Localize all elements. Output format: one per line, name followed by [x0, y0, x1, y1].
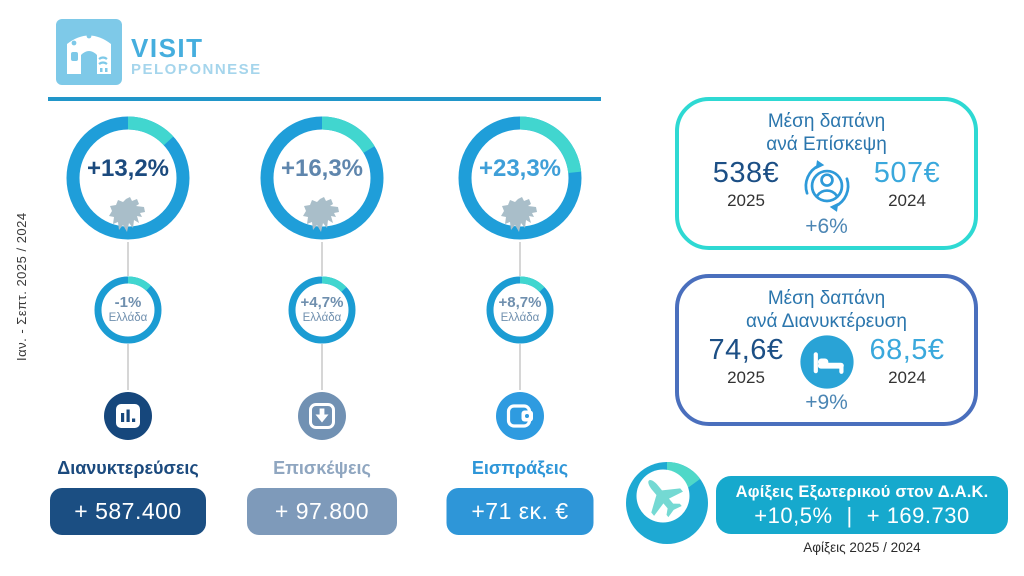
- header-divider: [48, 97, 601, 101]
- airplane-icon: [648, 480, 683, 518]
- current-year: 2025: [727, 368, 765, 387]
- previous-year: 2024: [888, 368, 926, 387]
- donut-chart: [260, 116, 384, 240]
- arrivals-title: Αφίξεις Εξωτερικού στον Δ.Α.Κ.: [735, 483, 989, 501]
- connector-line: [519, 242, 521, 276]
- kpi-column-nights: +13,2% -1% Ελλάδα Διανυκτερεύσεις + 587.…: [28, 116, 228, 546]
- arrivals-pie-chart: [626, 462, 708, 544]
- kpi-label: Διανυκτερεύσεις: [57, 458, 199, 478]
- current-year-value: 538€ 2025: [703, 157, 789, 215]
- change-percent: +9%: [805, 391, 848, 414]
- bed-icon: [797, 334, 857, 390]
- current-amount: 538€: [712, 157, 780, 189]
- brand-visit: VISIT: [131, 33, 204, 63]
- panel-title-line1: Μέση δαπάνη: [767, 111, 886, 132]
- connector-line: [127, 344, 129, 390]
- previous-year: 2024: [888, 191, 926, 210]
- kpi-value-box: + 587.400: [50, 488, 206, 535]
- visit-peloponnese-logo: [56, 19, 122, 85]
- greece-ring-chart: [486, 276, 554, 344]
- panel-title: Μέση δαπάνη ανά Διανυκτέρευση: [679, 287, 974, 333]
- panel-values-row: 74,6€ 2025 68,5€ 2024: [679, 334, 974, 390]
- visitor-sync-icon: [797, 157, 857, 215]
- greece-ring-chart: [94, 276, 162, 344]
- peloponnese-map-icon: [300, 196, 344, 241]
- connector-line: [321, 344, 323, 390]
- greece-comparison: -1% Ελλάδα: [28, 276, 228, 344]
- greece-ring-chart: [288, 276, 356, 344]
- greece-percent: -1%: [114, 294, 142, 312]
- panel-title-line2: ανά Διανυκτέρευση: [746, 311, 907, 333]
- donut-chart: [458, 116, 582, 240]
- peloponnese-map-icon: [106, 196, 150, 241]
- kpi-percent: +13,2%: [86, 155, 170, 182]
- arrivals-values: +10,5% | + 169.730: [716, 503, 1008, 529]
- period-label: Ιαν. - Σεπτ. 2025 / 2024: [14, 212, 29, 362]
- arrivals-box: Αφίξεις Εξωτερικού στον Δ.Α.Κ. +10,5% | + …: [716, 476, 1008, 534]
- previous-year-value: 507€ 2024: [864, 157, 950, 215]
- greece-comparison: +8,7% Ελλάδα: [420, 276, 620, 344]
- arrow-down-box-icon: [298, 392, 346, 440]
- connector-line: [127, 242, 129, 276]
- change-percent: +6%: [805, 215, 848, 238]
- panel-title-line2: ανά Επίσκεψη: [766, 134, 887, 156]
- current-year-value: 74,6€ 2025: [703, 334, 789, 390]
- greece-percent: +8,7%: [498, 294, 542, 312]
- kpi-column-visits: +16,3% +4,7% Ελλάδα Επισκέψεις + 97.800: [222, 116, 422, 546]
- panel-spend-per-visit: Μέση δαπάνη ανά Επίσκεψη 538€ 2025 507€ …: [675, 97, 978, 250]
- peloponnese-map-icon: [498, 196, 542, 241]
- previous-amount: 507€: [873, 157, 941, 189]
- arrivals-amount: + 169.730: [866, 503, 970, 528]
- current-amount: 74,6€: [708, 334, 784, 366]
- panel-title: Μέση δαπάνη ανά Επίσκεψη: [679, 110, 974, 156]
- kpi-value-box: +71 εκ. €: [446, 488, 594, 535]
- arch-monument-icon: [67, 33, 111, 74]
- connector-line: [321, 242, 323, 276]
- bar-chart-icon: [104, 392, 152, 440]
- wallet-icon: [496, 392, 544, 440]
- arrivals-caption: Αφίξεις 2025 / 2024: [803, 540, 921, 555]
- kpi-percent: +23,3%: [478, 155, 562, 182]
- greece-percent: +4,7%: [300, 294, 344, 312]
- previous-year-value: 68,5€ 2024: [864, 334, 950, 390]
- kpi-value-box: + 97.800: [247, 488, 397, 535]
- kpi-label: Επισκέψεις: [273, 458, 371, 478]
- kpi-column-receipts: +23,3% +8,7% Ελλάδα Εισπράξεις +71 εκ. €: [420, 116, 620, 546]
- previous-amount: 68,5€: [869, 334, 945, 366]
- current-year: 2025: [727, 191, 765, 210]
- arrivals-percent: +10,5%: [754, 503, 833, 528]
- greece-label: Ελλάδα: [302, 311, 342, 324]
- donut-chart: [66, 116, 190, 240]
- kpi-label: Εισπράξεις: [471, 458, 569, 478]
- connector-line: [519, 344, 521, 390]
- brand-peloponnese: PELOPONNESE: [131, 61, 262, 78]
- greece-comparison: +4,7% Ελλάδα: [222, 276, 422, 344]
- greece-label: Ελλάδα: [108, 311, 148, 324]
- panel-spend-per-night: Μέση δαπάνη ανά Διανυκτέρευση 74,6€ 2025…: [675, 274, 978, 426]
- arrivals-divider: |: [846, 503, 853, 528]
- greece-label: Ελλάδα: [500, 311, 540, 324]
- panel-title-line1: Μέση δαπάνη: [767, 288, 886, 309]
- kpi-percent: +16,3%: [280, 155, 364, 182]
- panel-values-row: 538€ 2025 507€ 2024: [679, 157, 974, 215]
